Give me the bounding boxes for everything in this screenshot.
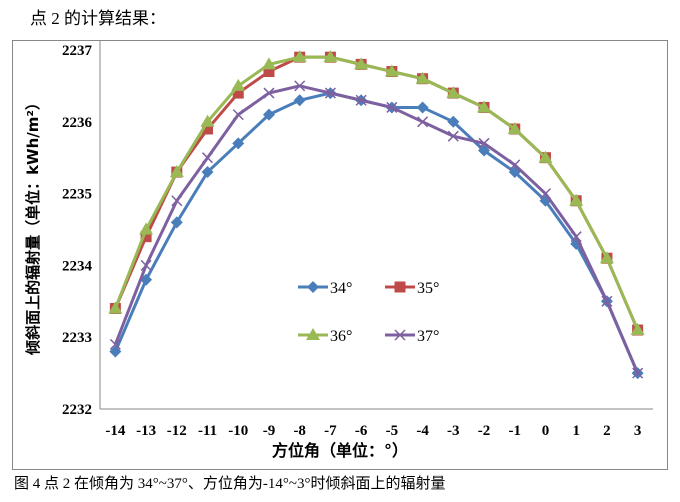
data-point bbox=[294, 80, 306, 92]
x-tick-label: 0 bbox=[542, 423, 550, 439]
series-line-36deg bbox=[113, 55, 640, 331]
x-tick-label: -12 bbox=[167, 423, 187, 439]
data-point bbox=[632, 367, 644, 379]
data-point bbox=[478, 137, 490, 149]
x-tick-label: -13 bbox=[136, 423, 156, 439]
data-point bbox=[539, 188, 552, 200]
x-tick-label: -5 bbox=[386, 423, 399, 439]
data-point bbox=[507, 121, 522, 134]
legend-marker bbox=[394, 329, 406, 341]
figure-caption: 图 4 点 2 在倾角为 34°~37°、方位角为-14°~3°时倾斜面上的辐射… bbox=[14, 476, 446, 492]
data-point bbox=[323, 50, 338, 63]
data-point bbox=[262, 108, 275, 121]
data-point bbox=[201, 152, 214, 164]
data-point bbox=[263, 66, 275, 78]
data-point bbox=[169, 165, 184, 178]
data-point bbox=[232, 137, 245, 150]
data-point bbox=[355, 94, 367, 106]
data-point bbox=[109, 338, 121, 350]
data-point bbox=[415, 71, 430, 84]
data-point bbox=[570, 231, 582, 243]
data-point bbox=[139, 222, 154, 235]
series-line-37deg bbox=[113, 84, 640, 374]
legend-marker bbox=[394, 281, 406, 293]
section-heading: 点 2 的计算结果： bbox=[30, 9, 166, 28]
data-point bbox=[538, 150, 553, 163]
data-point bbox=[416, 101, 429, 114]
data-point bbox=[417, 116, 429, 128]
x-tick-label: -7 bbox=[324, 423, 337, 439]
x-tick-label: -11 bbox=[198, 423, 217, 439]
data-point bbox=[599, 251, 614, 264]
y-axis-title: 倾斜面上的辐射量（单位：kWh/m²） bbox=[24, 95, 42, 356]
x-tick-label: -2 bbox=[478, 423, 491, 439]
data-point bbox=[569, 193, 584, 206]
data-point bbox=[140, 231, 152, 243]
data-point bbox=[477, 100, 492, 113]
data-point bbox=[201, 166, 214, 179]
y-tick-label: 2236 bbox=[62, 115, 93, 131]
x-tick-label: -9 bbox=[263, 423, 276, 439]
legend-label: 36° bbox=[330, 328, 352, 345]
x-tick-label: -1 bbox=[509, 423, 522, 439]
data-point bbox=[231, 78, 246, 91]
y-tick-label: 2235 bbox=[62, 187, 92, 203]
y-tick-label: 2234 bbox=[62, 258, 93, 274]
data-point bbox=[478, 144, 491, 157]
data-point bbox=[446, 86, 461, 99]
data-point bbox=[601, 295, 613, 307]
x-tick-label: -8 bbox=[293, 423, 306, 439]
data-point bbox=[108, 301, 123, 314]
x-tick-label: 3 bbox=[634, 423, 642, 439]
data-point bbox=[292, 50, 307, 63]
x-tick-label: -6 bbox=[355, 423, 368, 439]
data-point bbox=[170, 216, 183, 229]
data-point bbox=[509, 159, 521, 171]
x-tick-label: 1 bbox=[572, 423, 580, 439]
data-point bbox=[447, 115, 460, 128]
x-tick-label: 2 bbox=[603, 423, 611, 439]
data-point bbox=[324, 87, 336, 99]
data-point bbox=[200, 114, 215, 127]
data-point bbox=[447, 130, 459, 142]
data-point bbox=[630, 323, 645, 336]
legend-marker bbox=[307, 281, 319, 293]
data-point bbox=[386, 101, 398, 113]
legend-marker bbox=[306, 328, 320, 340]
x-axis-title: 方位角（单位：°） bbox=[272, 441, 408, 460]
data-point bbox=[354, 57, 369, 70]
data-point bbox=[232, 87, 244, 99]
y-tick-label: 2232 bbox=[62, 402, 92, 418]
x-tick-label: -10 bbox=[228, 423, 248, 439]
x-tick-label: -14 bbox=[105, 423, 125, 439]
legend-label: 34° bbox=[330, 280, 352, 297]
data-point bbox=[232, 109, 244, 121]
data-point bbox=[202, 123, 214, 135]
legend-label: 37° bbox=[417, 328, 439, 345]
y-tick-label: 2233 bbox=[62, 330, 92, 346]
data-point bbox=[140, 259, 152, 271]
x-tick-label: -4 bbox=[416, 423, 429, 439]
legend-label: 35° bbox=[417, 280, 439, 297]
data-point bbox=[384, 64, 399, 77]
data-point bbox=[171, 195, 183, 207]
data-point bbox=[109, 345, 122, 358]
x-tick-label: -3 bbox=[447, 423, 460, 439]
data-point bbox=[263, 87, 275, 99]
chart-frame bbox=[12, 40, 668, 470]
data-point bbox=[261, 57, 276, 70]
data-point bbox=[293, 94, 306, 107]
y-tick-label: 2237 bbox=[62, 43, 93, 59]
series-line-34deg bbox=[113, 91, 640, 374]
